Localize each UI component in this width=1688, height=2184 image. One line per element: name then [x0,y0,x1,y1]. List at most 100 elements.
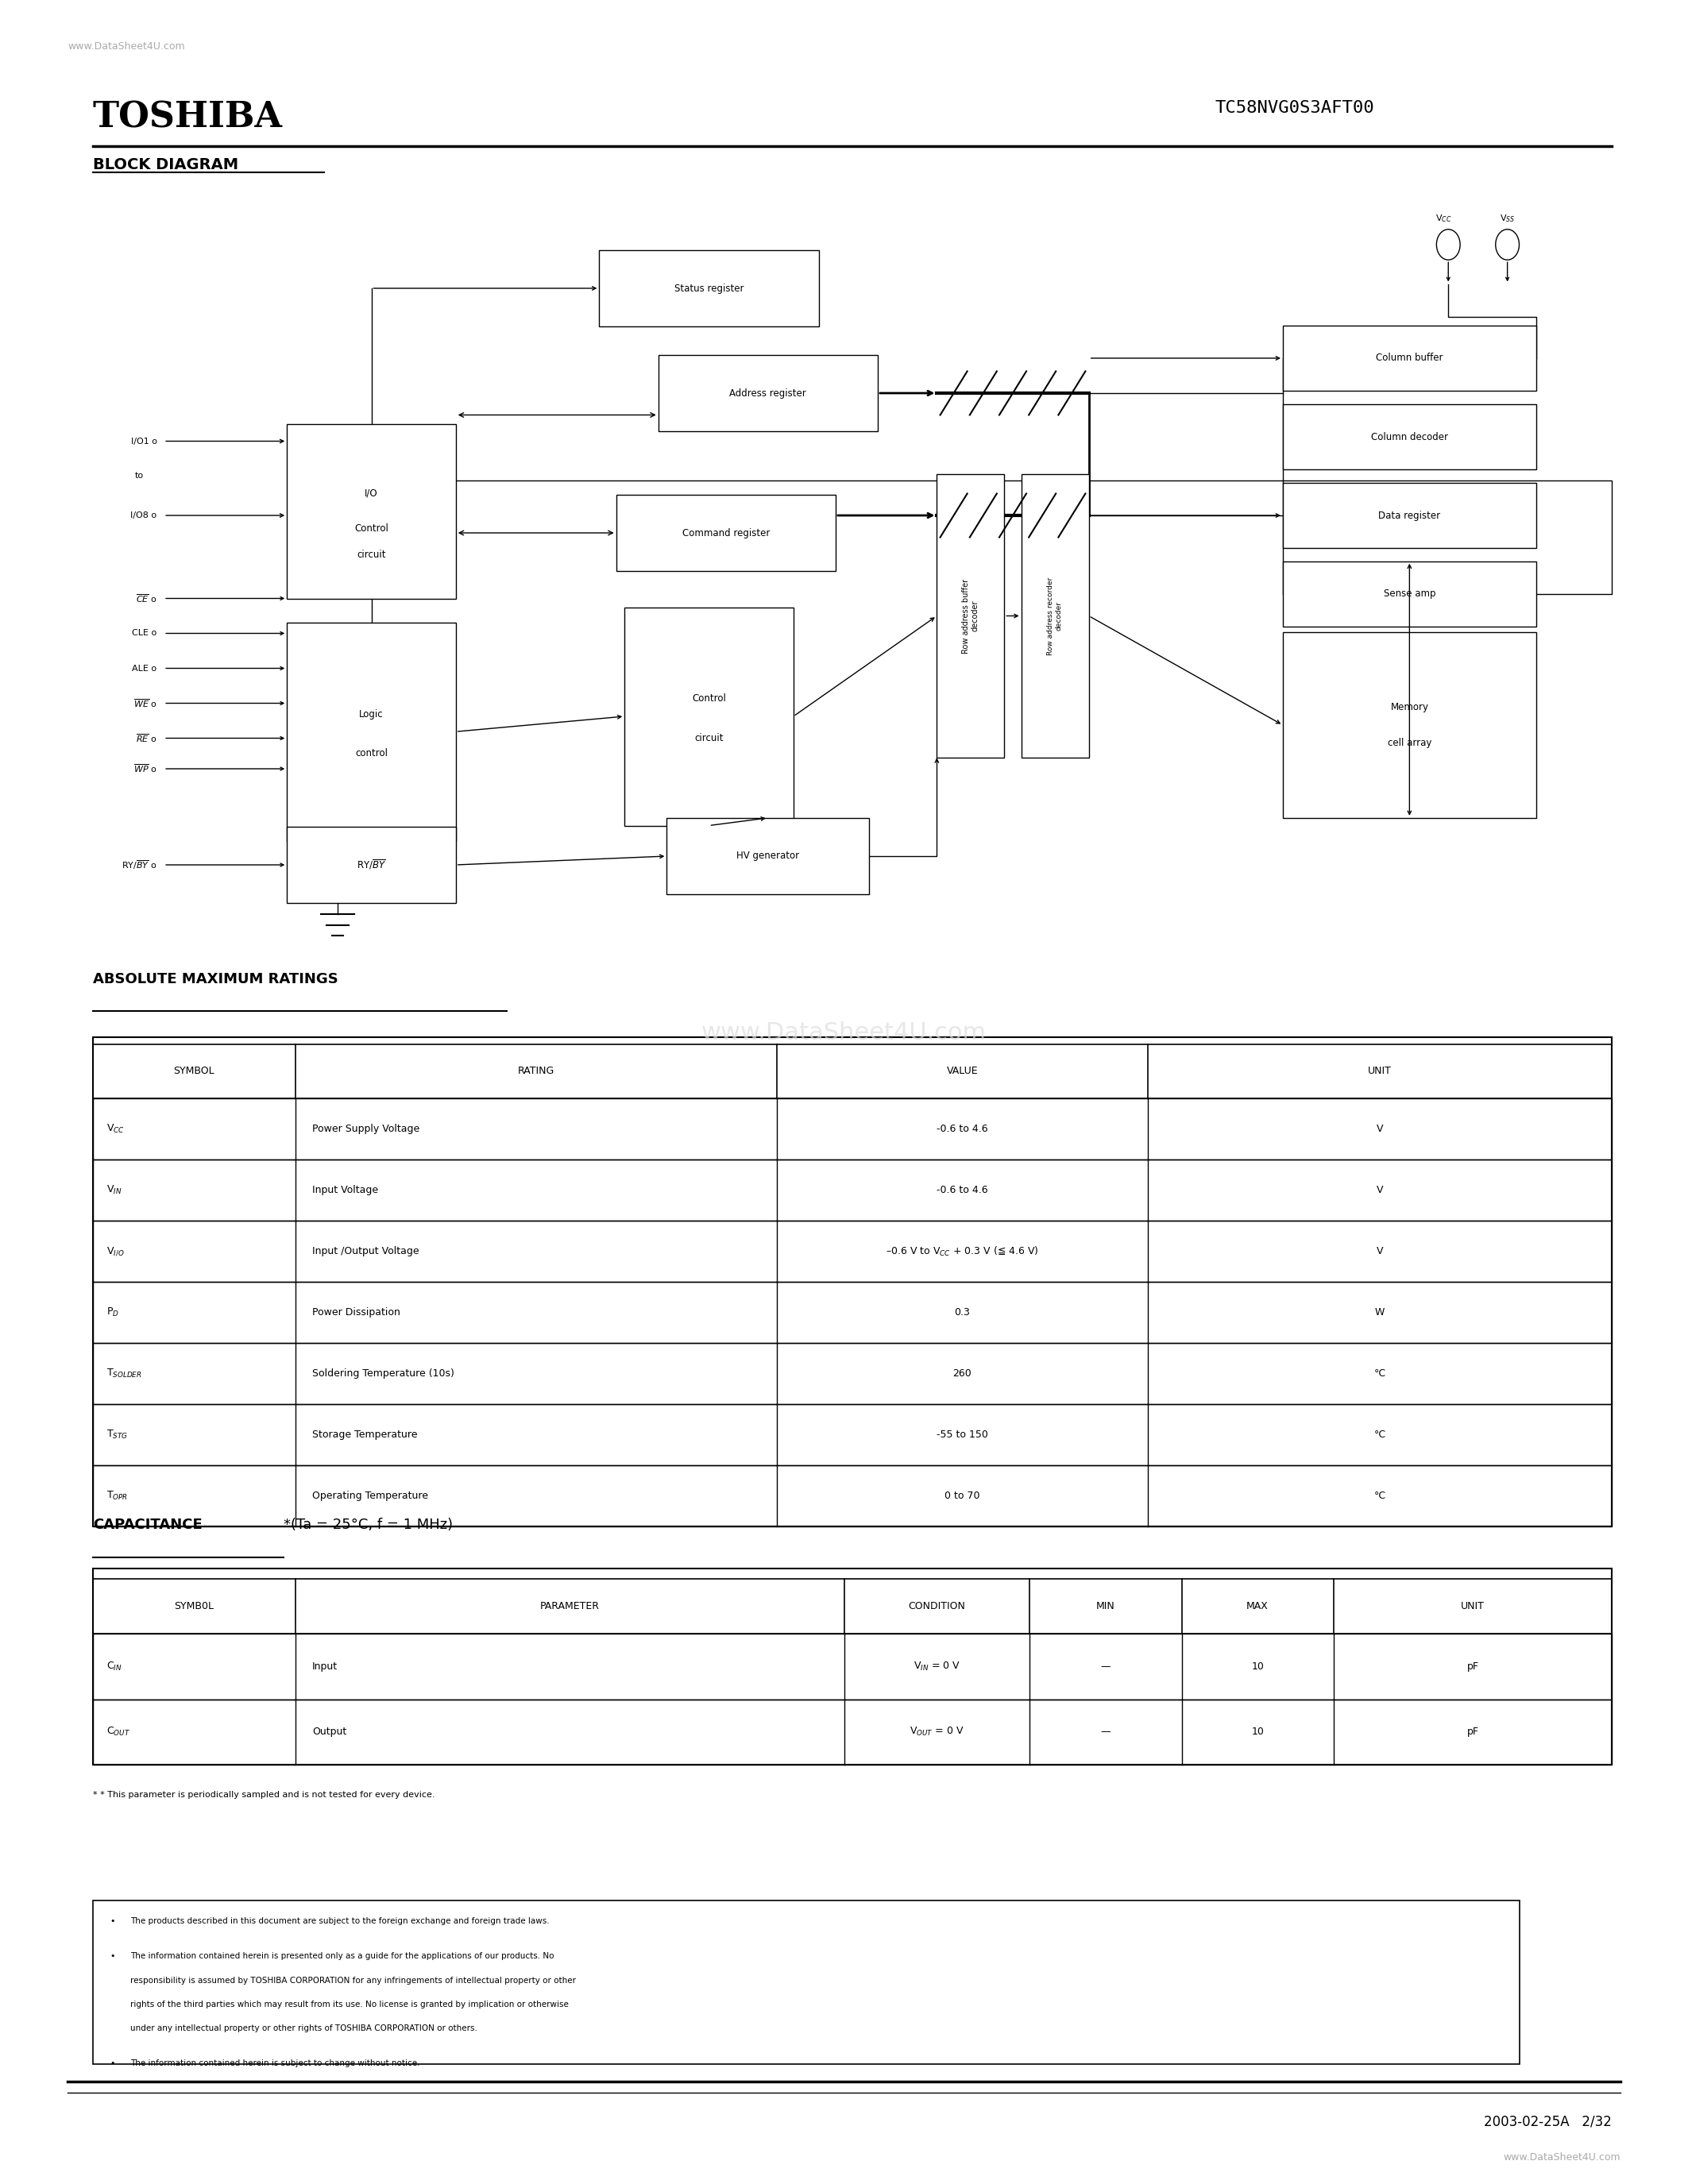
Text: Command register: Command register [682,529,770,537]
Text: SYMB0L: SYMB0L [174,1601,214,1612]
Text: Output: Output [312,1728,346,1736]
Bar [1283,561,1536,627]
Text: control: control [354,749,388,758]
Text: ALE o: ALE o [132,664,157,673]
Text: www.DataSheet4U.com: www.DataSheet4U.com [1504,2151,1620,2162]
Text: P$_D$: P$_D$ [106,1306,120,1319]
Text: I/O: I/O [365,489,378,498]
Text: V$_{CC}$: V$_{CC}$ [106,1123,125,1136]
Text: RY/$\overline{BY}$: RY/$\overline{BY}$ [356,858,387,871]
Bar [937,474,1004,758]
Text: T$_{OPR}$: T$_{OPR}$ [106,1489,128,1503]
Bar [1283,325,1536,391]
Text: 260: 260 [952,1369,972,1378]
Text: •: • [110,2060,115,2068]
Bar [1021,474,1089,758]
Text: V$_{I/O}$: V$_{I/O}$ [106,1245,125,1258]
Text: cell array: cell array [1388,738,1431,747]
Text: Input Voltage: Input Voltage [312,1186,378,1195]
Text: V$_{IN}$ = 0 V: V$_{IN}$ = 0 V [913,1660,960,1673]
Text: *(Ta = 25°C, f = 1 MHz): *(Ta = 25°C, f = 1 MHz) [284,1518,452,1533]
Text: W: W [1376,1308,1384,1317]
Text: Power Dissipation: Power Dissipation [312,1308,400,1317]
Text: Logic: Logic [360,710,383,719]
Text: Data register: Data register [1379,511,1440,520]
Bar [599,251,819,328]
Text: RY/$\overline{BY}$ o: RY/$\overline{BY}$ o [122,858,157,871]
Text: Soldering Temperature (10s): Soldering Temperature (10s) [312,1369,454,1378]
Text: T$_{STG}$: T$_{STG}$ [106,1428,128,1441]
Text: SYMBOL: SYMBOL [174,1066,214,1077]
Text: www.DataSheet4U.com: www.DataSheet4U.com [702,1022,986,1044]
Bar [667,819,869,895]
Text: Address register: Address register [729,389,807,397]
Text: $\overline{CE}$ o: $\overline{CE}$ o [137,592,157,605]
Text: V: V [1377,1247,1384,1256]
Text: -0.6 to 4.6: -0.6 to 4.6 [937,1125,987,1133]
Text: Memory: Memory [1391,703,1428,712]
Text: •: • [110,1918,115,1926]
Text: -55 to 150: -55 to 150 [937,1431,987,1439]
Bar [287,828,456,904]
Text: circuit: circuit [694,734,724,743]
Text: The information contained herein is presented only as a guide for the applicatio: The information contained herein is pres… [130,1952,554,1961]
Bar [625,607,793,826]
Text: UNIT: UNIT [1367,1066,1393,1077]
Text: Row address buffer
decoder: Row address buffer decoder [962,579,979,653]
Text: Input: Input [312,1662,338,1671]
Text: $\overline{RE}$ o: $\overline{RE}$ o [137,732,157,745]
Text: UNIT: UNIT [1460,1601,1485,1612]
Text: The products described in this document are subject to the foreign exchange and : The products described in this document … [130,1918,549,1926]
Text: responsibility is assumed by TOSHIBA CORPORATION for any infringements of intell: responsibility is assumed by TOSHIBA COR… [130,1977,576,1985]
Text: VALUE: VALUE [947,1066,977,1077]
Text: Row address recorder
decoder: Row address recorder decoder [1047,577,1063,655]
Text: —: — [1101,1662,1111,1671]
Text: —: — [1101,1728,1111,1736]
Text: ABSOLUTE MAXIMUM RATINGS: ABSOLUTE MAXIMUM RATINGS [93,972,338,987]
Text: 2003-02-25A   2/32: 2003-02-25A 2/32 [1484,2114,1612,2129]
Text: TOSHIBA: TOSHIBA [93,100,282,135]
Text: I/O1 o: I/O1 o [130,437,157,446]
Text: –0.6 V to V$_{CC}$ + 0.3 V (≦ 4.6 V): –0.6 V to V$_{CC}$ + 0.3 V (≦ 4.6 V) [886,1245,1038,1258]
Text: HV generator: HV generator [736,852,800,860]
Text: pF: pF [1467,1728,1479,1736]
Bar [1283,483,1536,548]
Text: 0 to 70: 0 to 70 [945,1492,979,1500]
Text: to: to [135,472,143,480]
Text: CLE o: CLE o [132,629,157,638]
Text: $\overline{WE}$ o: $\overline{WE}$ o [133,697,157,710]
Text: rights of the third parties which may result from its use. No license is granted: rights of the third parties which may re… [130,2001,569,2009]
Text: The information contained herein is subject to change without notice.: The information contained herein is subj… [130,2060,420,2068]
Text: MIN: MIN [1096,1601,1116,1612]
Text: V$_{SS}$: V$_{SS}$ [1499,212,1516,225]
Bar [287,622,456,841]
Text: Column buffer: Column buffer [1376,354,1443,363]
Text: www.DataSheet4U.com: www.DataSheet4U.com [68,41,184,52]
Text: 10: 10 [1251,1662,1264,1671]
Text: Column decoder: Column decoder [1371,432,1448,441]
Bar [658,356,878,432]
Text: °C: °C [1374,1369,1386,1378]
Text: V: V [1377,1186,1384,1195]
Text: under any intellectual property or other rights of TOSHIBA CORPORATION or others: under any intellectual property or other… [130,2025,478,2033]
Text: Control: Control [692,695,726,703]
Text: Operating Temperature: Operating Temperature [312,1492,429,1500]
Text: 10: 10 [1251,1728,1264,1736]
Text: -0.6 to 4.6: -0.6 to 4.6 [937,1186,987,1195]
Bar [1283,404,1536,470]
Text: TC58NVG0S3AFT00: TC58NVG0S3AFT00 [1215,100,1374,116]
Text: circuit: circuit [356,550,387,559]
Text: Control: Control [354,524,388,533]
Text: °C: °C [1374,1492,1386,1500]
Text: V$_{OUT}$ = 0 V: V$_{OUT}$ = 0 V [910,1725,964,1738]
Text: Power Supply Voltage: Power Supply Voltage [312,1125,420,1133]
Text: Sense amp: Sense amp [1384,590,1435,598]
Text: RATING: RATING [518,1066,554,1077]
Text: V$_{IN}$: V$_{IN}$ [106,1184,122,1197]
Text: C$_{OUT}$: C$_{OUT}$ [106,1725,130,1738]
Bar [287,424,456,598]
Text: * * This parameter is periodically sampled and is not tested for every device.: * * This parameter is periodically sampl… [93,1791,436,1800]
Text: C$_{IN}$: C$_{IN}$ [106,1660,122,1673]
Text: 0.3: 0.3 [954,1308,971,1317]
Text: V$_{CC}$: V$_{CC}$ [1435,212,1452,225]
